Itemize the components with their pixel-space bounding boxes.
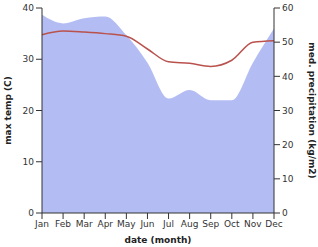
svg-text:0: 0 (282, 208, 288, 218)
svg-text:Mar: Mar (76, 219, 93, 229)
svg-text:10: 10 (282, 174, 294, 184)
svg-text:50: 50 (282, 37, 294, 47)
svg-text:Oct: Oct (224, 219, 240, 229)
svg-text:10: 10 (23, 157, 35, 167)
svg-text:Nov: Nov (244, 219, 262, 229)
svg-text:Feb: Feb (55, 219, 71, 229)
svg-text:Dec: Dec (265, 219, 282, 229)
svg-text:40: 40 (23, 3, 35, 13)
svg-text:Apr: Apr (97, 219, 113, 229)
svg-text:0: 0 (28, 208, 34, 218)
svg-text:30: 30 (23, 54, 35, 64)
svg-text:Jul: Jul (162, 219, 174, 229)
svg-text:Sep: Sep (202, 219, 219, 229)
svg-text:Jun: Jun (139, 219, 154, 229)
svg-text:Jan: Jan (34, 219, 49, 229)
svg-text:20: 20 (282, 140, 294, 150)
svg-text:30: 30 (282, 106, 294, 116)
svg-text:med. precipitation (kg/m2): med. precipitation (kg/m2) (307, 42, 310, 178)
svg-text:40: 40 (282, 72, 294, 82)
svg-text:60: 60 (282, 3, 294, 13)
svg-text:Aug: Aug (181, 219, 199, 229)
svg-text:date (month): date (month) (125, 235, 192, 245)
svg-text:May: May (117, 219, 136, 229)
svg-text:20: 20 (23, 106, 35, 116)
svg-text:max temp (C): max temp (C) (8, 76, 13, 145)
